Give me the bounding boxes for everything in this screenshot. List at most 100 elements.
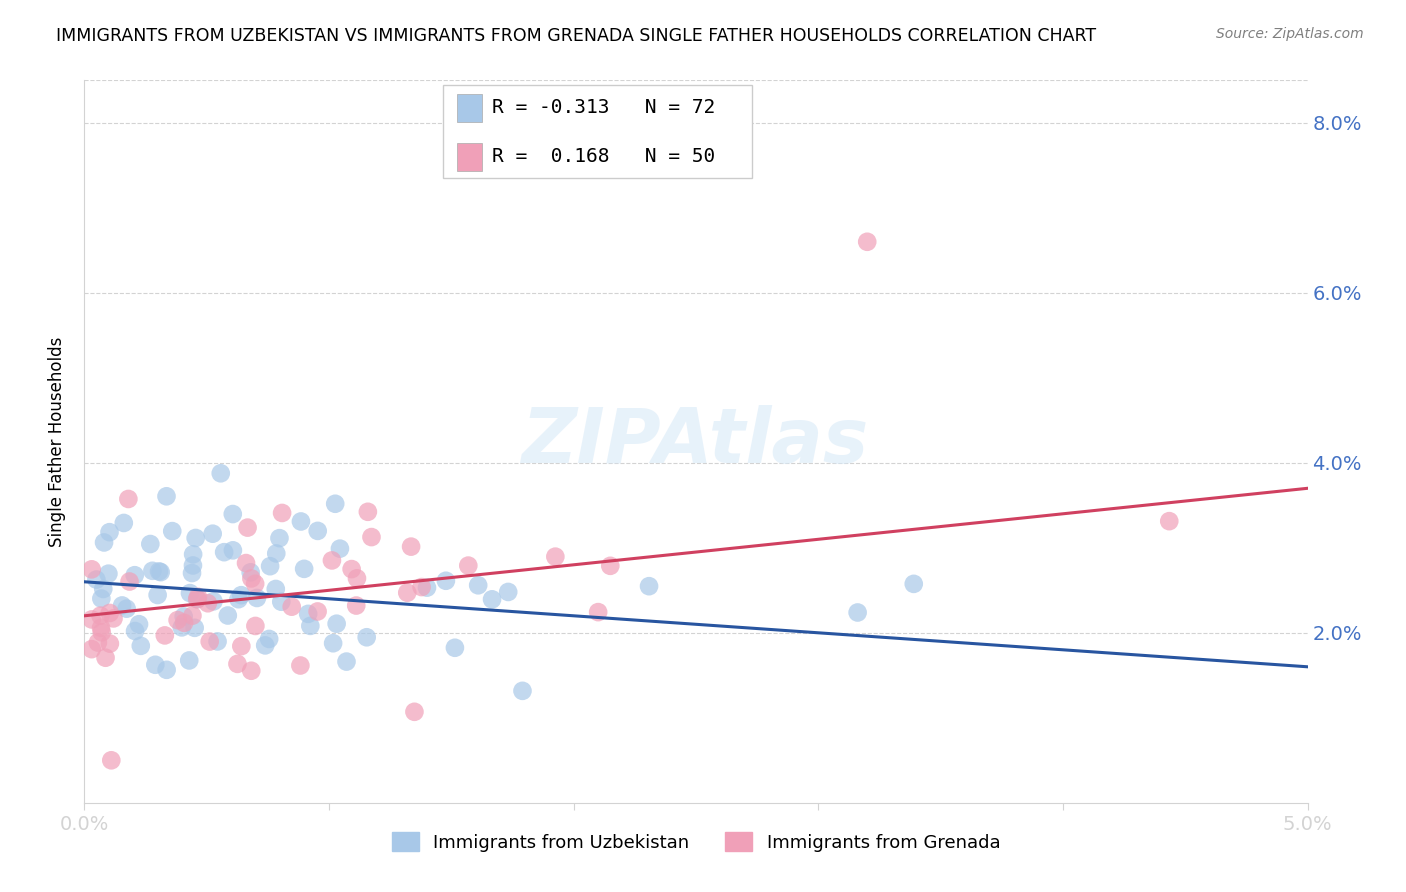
Point [166,613,188,627]
Point [87,635,110,649]
Point [173,615,195,630]
Point [257,632,280,646]
Point [146,588,169,602]
Point [149,565,172,579]
Point [209,467,232,481]
Point [357,505,380,519]
Point [97,566,120,581]
Point [111,599,134,613]
Point [297,607,319,621]
Point [299,619,322,633]
Point [181,547,204,561]
Point [162,524,184,538]
Point [212,545,235,559]
Point [80,612,103,626]
Point [346,571,368,585]
Point [240,664,263,678]
Point [290,658,312,673]
Point [124,624,146,638]
Point [91,582,114,596]
Point [124,568,146,582]
Point [139,537,162,551]
Point [292,562,315,576]
Text: IMMIGRANTS FROM UZBEKISTAN VS IMMIGRANTS FROM GRENADA SINGLE FATHER HOUSEHOLDS C: IMMIGRANTS FROM UZBEKISTAN VS IMMIGRANTS… [56,27,1097,45]
Point [335,655,357,669]
Point [903,577,925,591]
Point [118,574,141,589]
Point [226,657,249,671]
Point [222,543,245,558]
Point [404,705,426,719]
Point [416,581,439,595]
Point [329,541,352,556]
Point [222,507,245,521]
Point [231,588,253,602]
Point [143,657,166,672]
Point [181,566,204,580]
Point [198,634,221,648]
Point [155,489,177,503]
Point [325,616,347,631]
Point [512,683,534,698]
Point [181,558,204,573]
Point [115,601,138,615]
Point [217,608,239,623]
Point [356,630,378,644]
Point [153,628,176,642]
Point [496,585,519,599]
Point [269,531,291,545]
Point [80,642,103,657]
Text: R =  0.168   N = 50: R = 0.168 N = 50 [492,147,716,167]
Point [173,609,195,624]
Point [340,562,363,576]
Point [98,525,121,540]
Point [599,558,621,573]
Point [323,497,346,511]
Point [457,558,479,573]
Point [156,663,179,677]
Point [236,521,259,535]
Point [186,592,208,607]
Point [103,611,125,625]
Point [344,599,367,613]
Point [307,604,329,618]
Point [246,591,269,605]
Point [235,556,257,570]
Point [243,576,266,591]
Y-axis label: Single Father Households: Single Father Households [48,336,66,547]
Point [271,506,294,520]
Point [207,634,229,648]
Point [399,540,422,554]
Point [481,592,503,607]
Point [112,516,135,530]
Text: ZIPAtlas: ZIPAtlas [522,405,870,478]
Point [94,650,117,665]
Point [179,653,201,667]
Point [179,586,201,600]
Point [321,553,343,567]
Point [245,619,267,633]
Point [411,580,433,594]
Point [544,549,567,564]
Text: R = -0.313   N = 72: R = -0.313 N = 72 [492,98,716,118]
Point [434,574,457,588]
Point [228,592,250,607]
Legend: Immigrants from Uzbekistan, Immigrants from Grenada: Immigrants from Uzbekistan, Immigrants f… [384,825,1008,859]
Point [259,559,281,574]
Point [322,636,344,650]
Point [231,639,253,653]
Point [264,582,287,596]
Point [856,235,879,249]
Point [239,566,262,580]
Point [1159,514,1181,528]
Point [148,565,170,579]
Point [586,605,609,619]
Point [187,590,209,604]
Point [98,606,121,620]
Point [638,579,661,593]
Point [186,592,208,607]
Point [117,491,139,506]
Point [86,573,108,587]
Point [201,526,224,541]
Point [141,564,163,578]
